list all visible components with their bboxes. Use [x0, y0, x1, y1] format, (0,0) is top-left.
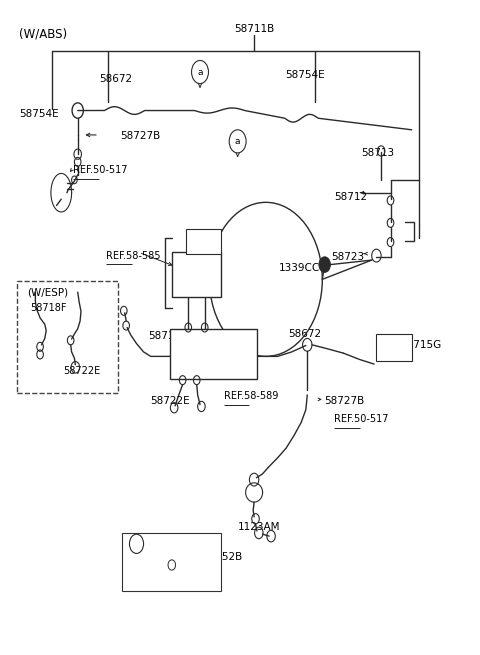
Bar	[376, 334, 412, 361]
Bar	[172, 252, 221, 297]
Text: 58718F: 58718F	[31, 303, 67, 313]
Text: 58727B: 58727B	[120, 131, 160, 141]
Bar	[186, 229, 221, 253]
Text: 58722E: 58722E	[63, 366, 101, 376]
Text: 58713: 58713	[361, 148, 395, 158]
Text: REF.50-517: REF.50-517	[334, 415, 389, 424]
Text: 1123AM: 1123AM	[238, 522, 280, 532]
FancyBboxPatch shape	[16, 280, 118, 393]
Text: REF.58-589: REF.58-589	[224, 391, 278, 401]
Text: 58722E: 58722E	[151, 396, 190, 406]
Text: 58754E: 58754E	[285, 70, 324, 80]
Bar	[122, 533, 221, 591]
Text: a: a	[134, 539, 139, 548]
Text: (W/ESP): (W/ESP)	[27, 288, 68, 298]
Text: 58711B: 58711B	[234, 24, 274, 33]
Text: 58754E: 58754E	[19, 109, 59, 119]
Circle shape	[319, 257, 330, 272]
Text: 58712: 58712	[334, 191, 367, 202]
Text: 58723: 58723	[331, 252, 364, 262]
Text: 58718F: 58718F	[148, 331, 187, 341]
Text: REF.58-585: REF.58-585	[106, 251, 160, 261]
Text: 58715G: 58715G	[400, 341, 441, 350]
Text: a: a	[235, 137, 240, 146]
Text: (W/ABS): (W/ABS)	[19, 27, 67, 40]
Text: 58727B: 58727B	[324, 396, 365, 406]
Text: 1339CC: 1339CC	[278, 263, 320, 273]
Bar	[170, 329, 257, 379]
Text: 58672: 58672	[99, 74, 132, 84]
Text: 58672: 58672	[288, 329, 321, 339]
Text: a: a	[197, 67, 203, 77]
Text: 58752B: 58752B	[203, 552, 242, 561]
Text: REF.50-517: REF.50-517	[73, 165, 128, 176]
